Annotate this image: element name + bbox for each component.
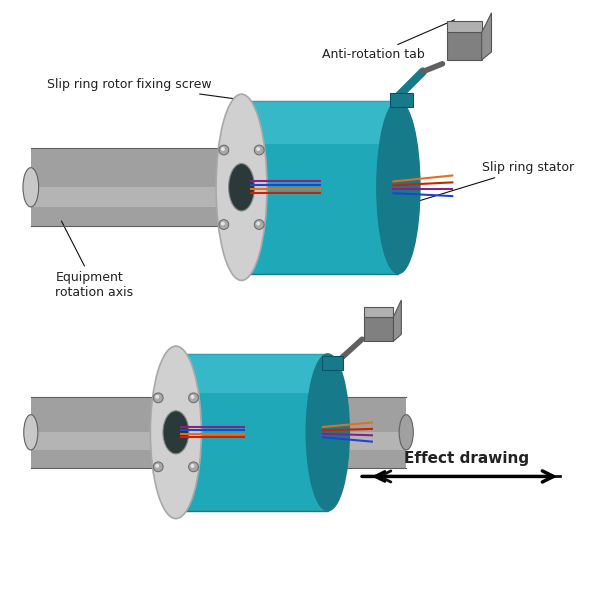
FancyBboxPatch shape: [176, 354, 328, 511]
Circle shape: [188, 393, 198, 403]
FancyBboxPatch shape: [31, 433, 406, 450]
FancyBboxPatch shape: [390, 93, 413, 107]
Circle shape: [219, 220, 229, 229]
Ellipse shape: [399, 415, 413, 450]
Circle shape: [256, 147, 260, 151]
Circle shape: [254, 220, 264, 229]
Circle shape: [219, 145, 229, 155]
FancyBboxPatch shape: [241, 101, 398, 144]
FancyBboxPatch shape: [241, 101, 398, 274]
Ellipse shape: [24, 415, 38, 450]
Ellipse shape: [23, 167, 39, 207]
Ellipse shape: [218, 167, 234, 207]
FancyBboxPatch shape: [322, 356, 343, 370]
Circle shape: [191, 464, 194, 468]
Text: Anti-rotation tab: Anti-rotation tab: [322, 20, 455, 61]
Ellipse shape: [220, 101, 263, 274]
Text: Slip ring rotor fixing screw: Slip ring rotor fixing screw: [46, 78, 234, 98]
Ellipse shape: [216, 94, 267, 280]
Polygon shape: [482, 13, 492, 60]
Circle shape: [156, 395, 159, 399]
Circle shape: [221, 221, 225, 226]
FancyBboxPatch shape: [31, 148, 226, 226]
Ellipse shape: [229, 164, 254, 211]
Ellipse shape: [306, 354, 349, 511]
Circle shape: [153, 393, 163, 403]
Circle shape: [188, 462, 198, 472]
FancyBboxPatch shape: [448, 20, 482, 32]
Ellipse shape: [229, 164, 254, 211]
Text: Equipment
rotation axis: Equipment rotation axis: [55, 221, 134, 299]
FancyBboxPatch shape: [31, 397, 406, 467]
Ellipse shape: [154, 354, 197, 511]
Polygon shape: [393, 300, 401, 341]
FancyBboxPatch shape: [31, 187, 226, 207]
Circle shape: [221, 147, 225, 151]
Circle shape: [191, 395, 194, 399]
Text: Slip ring stator: Slip ring stator: [381, 161, 574, 212]
Ellipse shape: [163, 411, 189, 454]
Ellipse shape: [150, 346, 201, 518]
Ellipse shape: [232, 169, 252, 205]
FancyBboxPatch shape: [364, 307, 393, 317]
FancyBboxPatch shape: [448, 32, 482, 60]
FancyBboxPatch shape: [364, 317, 393, 341]
Circle shape: [254, 145, 264, 155]
Circle shape: [256, 221, 260, 226]
Ellipse shape: [163, 411, 189, 454]
FancyBboxPatch shape: [176, 354, 328, 393]
Circle shape: [153, 462, 163, 472]
Text: Effect drawing: Effect drawing: [405, 451, 530, 466]
Circle shape: [156, 464, 159, 468]
Ellipse shape: [377, 101, 420, 274]
